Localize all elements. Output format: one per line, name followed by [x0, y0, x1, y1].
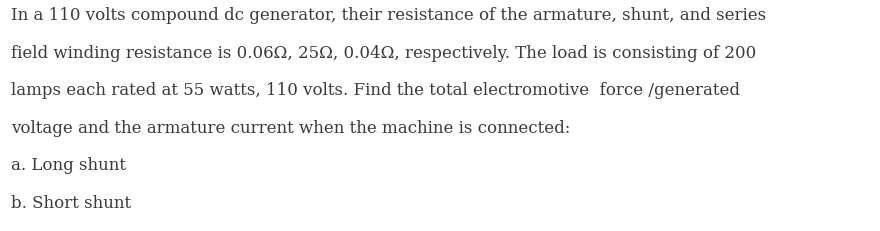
Text: lamps each rated at 55 watts, 110 volts. Find the total electromotive  force /ge: lamps each rated at 55 watts, 110 volts.… — [11, 82, 740, 99]
Text: field winding resistance is 0.06Ω, 25Ω, 0.04Ω, respectively. The load is consist: field winding resistance is 0.06Ω, 25Ω, … — [11, 44, 757, 61]
Text: voltage and the armature current when the machine is connected:: voltage and the armature current when th… — [11, 119, 571, 136]
Text: b. Short shunt: b. Short shunt — [11, 194, 132, 211]
Text: In a 110 volts compound dc generator, their resistance of the armature, shunt, a: In a 110 volts compound dc generator, th… — [11, 7, 766, 24]
Text: a. Long shunt: a. Long shunt — [11, 157, 127, 173]
